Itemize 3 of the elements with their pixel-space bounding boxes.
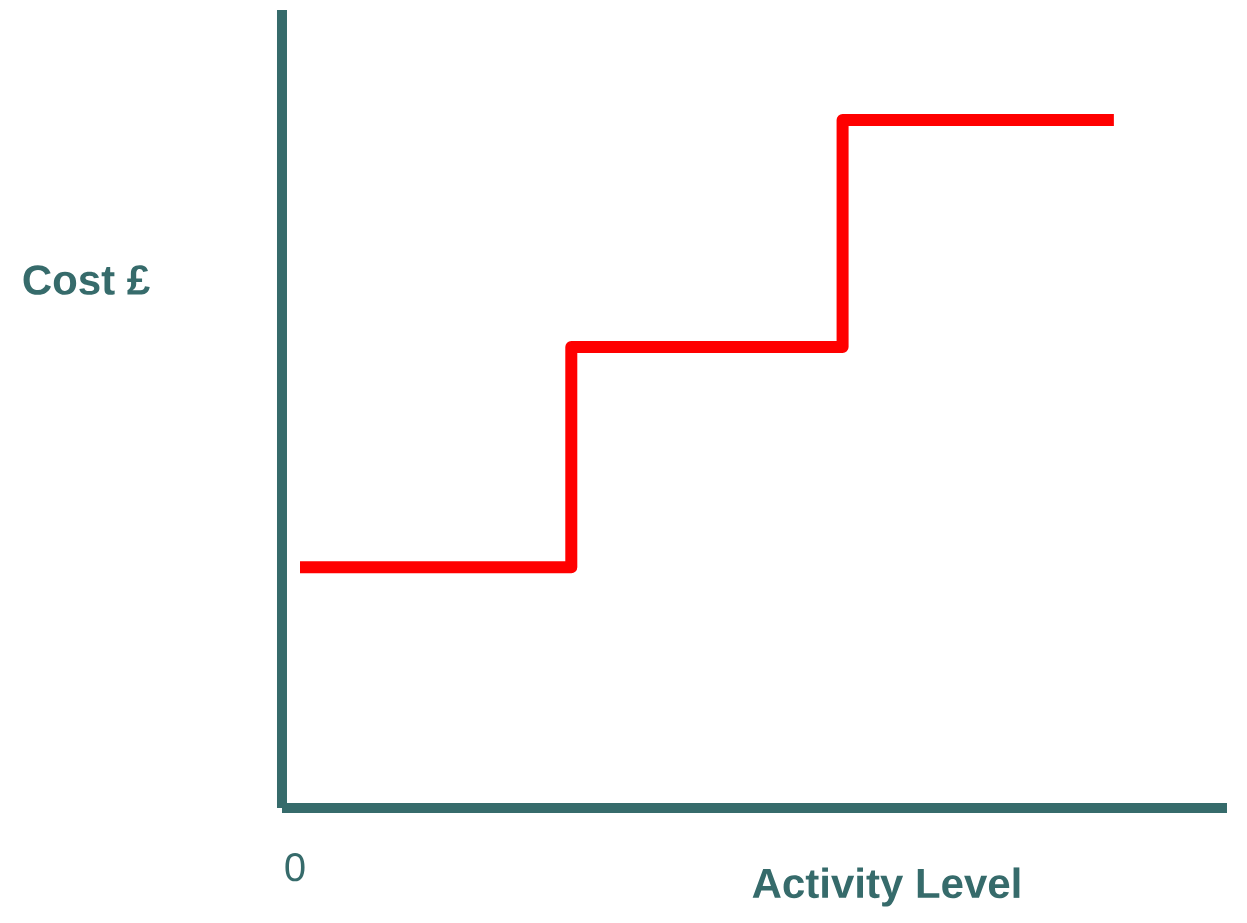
x-axis-title: Activity Level — [752, 867, 1020, 907]
text: 0 — [285, 853, 305, 882]
y-axis-title: Cost £ — [23, 265, 150, 295]
